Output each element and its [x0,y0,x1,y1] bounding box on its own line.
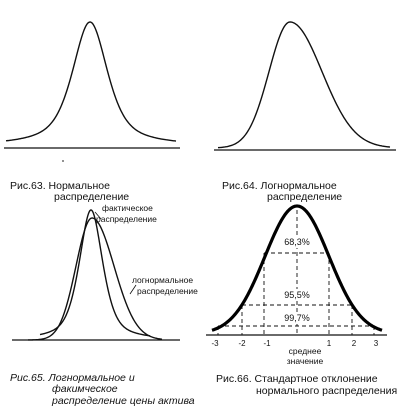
fig65-caption-line2: факимческое [52,383,118,395]
fig65-label-lognormal-line2: распределение [137,286,198,296]
fig66-caption-line2: нормального распределения [256,385,397,397]
fig66-band-99: 99,7% [284,313,310,323]
fig66-band-95: 95,5% [284,290,310,300]
fig63-normal-curve [5,21,177,142]
print-speck [62,160,64,162]
fig65-caption-line3: распределение цены актива [51,395,195,407]
fig66-caption-line1: Рис.66. Стандартное отклонение [216,373,378,385]
fig66-tick-plus3: 3 [374,339,379,348]
fig64-caption-line1: Рис.64. Логнормальное [222,180,337,192]
fig66-tick-minus1: -1 [263,339,271,348]
fig65-label-lognormal-line1: логнормальное [132,275,193,285]
fig66-band68-bg [279,236,315,248]
fig65-lognormal-curve [27,217,163,341]
fig66-mean-line1: среднее [289,346,322,356]
fig66-panel: 68,3% 95,5% 99,7% -3 -2 -1 1 2 3 среднее… [206,204,397,397]
fig65-actual-leader [94,211,102,220]
fig66-tick-plus1: 1 [327,339,332,348]
fig65-label-actual-line1: фактическое [102,203,153,213]
fig63-caption-line1: Рис.63. Нормальное [10,180,110,192]
fig66-normal-curve [211,204,383,332]
fig66-band-68: 68,3% [284,237,310,247]
fig64-panel: Рис.64. Логнормальное распределение [214,21,396,203]
fig65-panel: фактическое распределение логнормальное … [10,203,198,407]
fig66-tick-minus3: -3 [211,339,219,348]
fig65-label-actual-line2: распределение [96,214,157,224]
fig66-tick-plus2: 2 [352,339,357,348]
fig65-lognormal-leader [129,284,137,295]
fig64-caption-line2: распределение [267,191,342,203]
fig66-tick-minus2: -2 [238,339,246,348]
fig66-band95-bg [279,289,315,301]
fig65-caption-line1: Рис.65. Логнормальное и [10,372,135,384]
fig65-actual-curve [39,209,151,337]
fig63-caption-line2: распределение [54,191,129,203]
fig64-lognormal-curve [217,21,391,149]
fig66-mean-line2: значение [287,356,324,366]
fig66-band99-bg [279,312,315,324]
fig63-panel: Рис.63. Нормальное распределение [4,21,180,203]
